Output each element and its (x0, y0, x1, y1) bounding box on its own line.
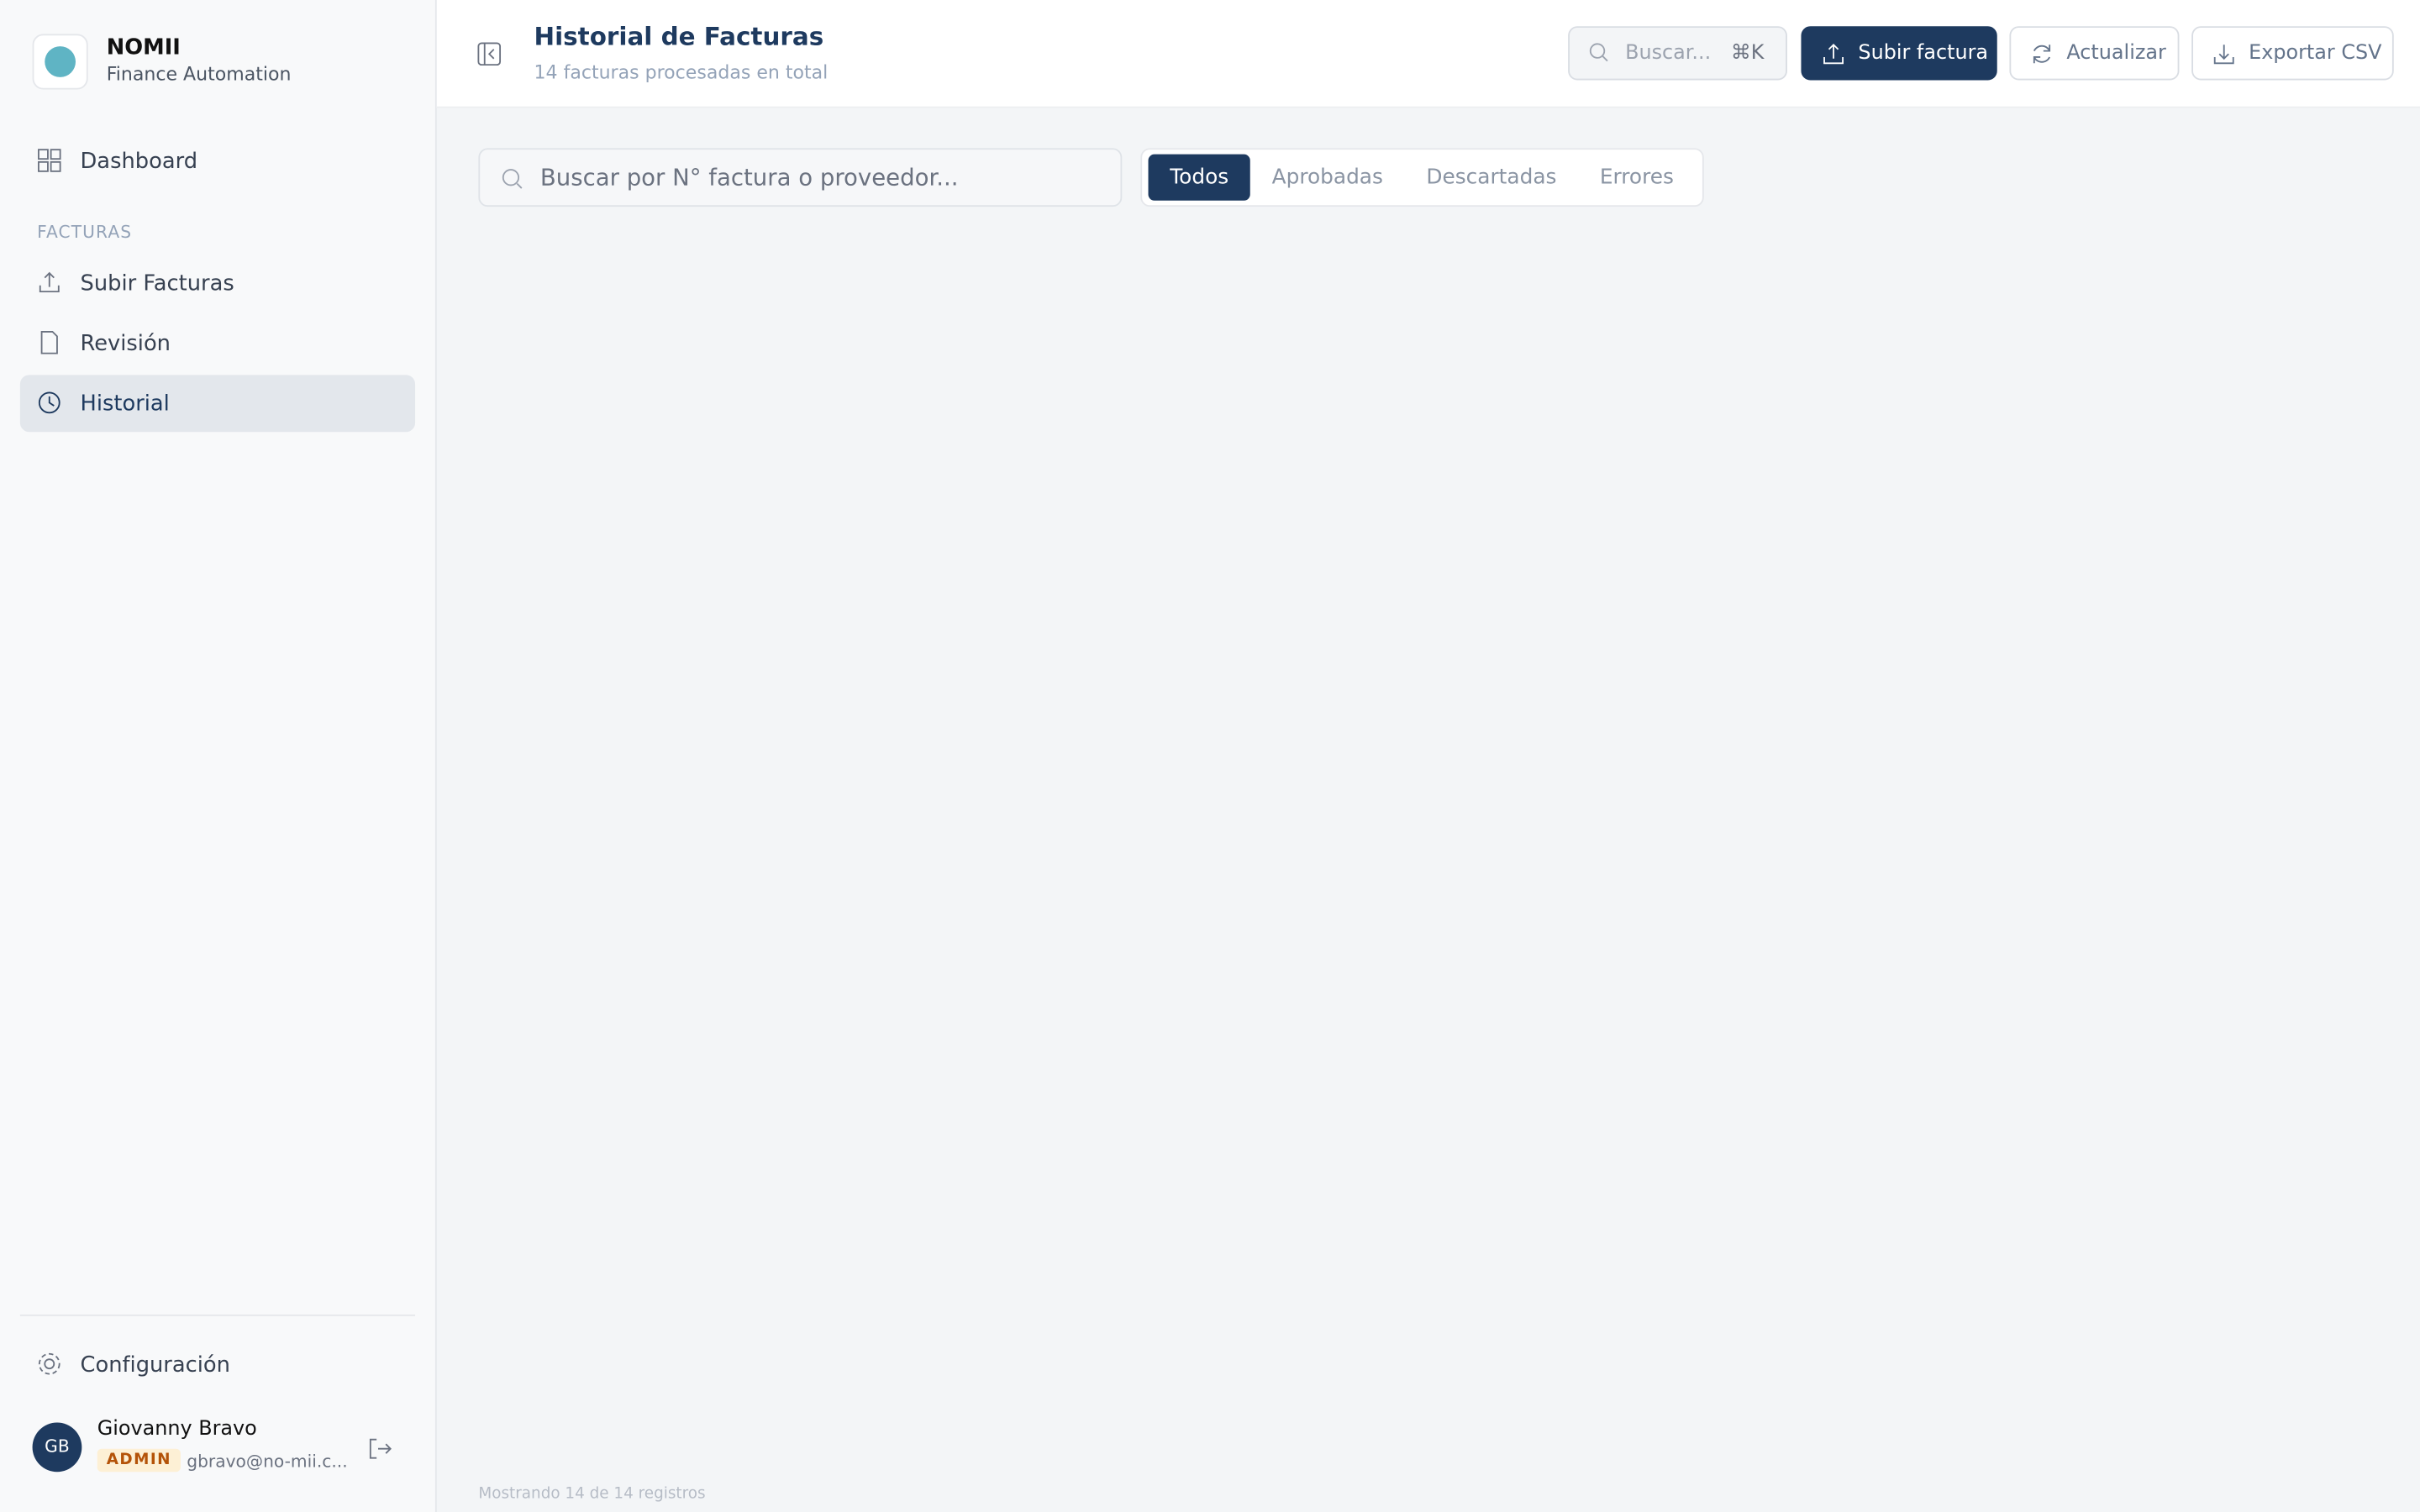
nav-item[interactable]: Configuración (20, 1336, 415, 1394)
icon (40, 330, 58, 354)
icon (2033, 45, 2051, 64)
user-email: gbravo@no-mii.c... (187, 1452, 348, 1473)
icon (502, 169, 523, 189)
search-button[interactable]: Buscar... ⌘K (1568, 26, 1787, 81)
avatar: GB (32, 1422, 82, 1473)
nav-label: Configuración (80, 1352, 230, 1378)
filter-tab[interactable]: Aprobadas (1271, 165, 1383, 190)
nav-label: Revisión (80, 330, 171, 356)
logo (32, 34, 88, 90)
logout[interactable] (367, 1436, 392, 1461)
icon (38, 391, 60, 414)
label: Buscar... (1625, 41, 1712, 66)
filter-tab[interactable]: Descartadas (1426, 165, 1557, 190)
main: Historial de Facturas 14 facturas proces… (436, 0, 2420, 1512)
filter-tabs: Todos Aprobadas Descartadas Errores (1140, 148, 1703, 207)
upload-button[interactable]: Subir factura (1801, 26, 1997, 81)
icon (1589, 43, 1608, 62)
export-button[interactable]: Exportar CSV (2191, 26, 2394, 81)
role-badge: ADMIN (97, 1448, 182, 1473)
filter-search[interactable]: Buscar por N° factura o proveedor... (478, 148, 1123, 207)
toggle-sidebar[interactable] (477, 42, 502, 66)
nav-label: Dashboard (80, 149, 198, 174)
icon (2213, 45, 2234, 65)
nav-label: Historial (80, 391, 170, 417)
nav-item[interactable]: Dashboard (20, 133, 415, 190)
filter-tab[interactable]: Errores (1599, 165, 1674, 190)
placeholder: Buscar por N° factura o proveedor... (539, 163, 959, 192)
label: Exportar CSV (2249, 41, 2382, 66)
icon (38, 149, 61, 172)
label: Actualizar (2066, 41, 2166, 66)
page-subtitle: 14 facturas procesadas en total (534, 61, 829, 84)
nav-label: Subir Facturas (80, 270, 234, 296)
label: Subir factura (1858, 41, 1989, 66)
nav-item[interactable]: Subir Facturas (20, 255, 415, 312)
icon (1823, 43, 1844, 65)
icon (38, 1352, 60, 1375)
topbar: Historial de Facturas 14 facturas proces… (436, 0, 2420, 108)
divider (19, 1314, 416, 1316)
brand: NOMII (106, 35, 181, 60)
footer: Mostrando 14 de 14 registros (478, 1485, 706, 1503)
filter-tab[interactable]: Todos (1148, 154, 1250, 201)
nav-item-active[interactable]: Historial (19, 375, 416, 433)
nav-item[interactable]: Revisión (20, 315, 415, 372)
tagline: Finance Automation (106, 63, 292, 86)
user-name: Giovanny Bravo (97, 1417, 257, 1441)
shortcut: ⌘K (1730, 41, 1765, 66)
refresh-button[interactable]: Actualizar (2009, 26, 2180, 81)
icon (39, 271, 60, 293)
page-title: Historial de Facturas (534, 21, 824, 51)
section-label: FACTURAS (37, 222, 133, 243)
sidebar: NOMII Finance Automation Dashboard FACTU… (0, 0, 437, 1512)
